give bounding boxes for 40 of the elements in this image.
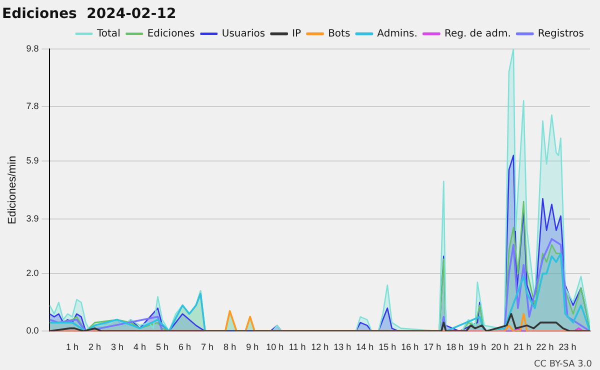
x-tick-label: 1 h	[66, 342, 78, 352]
legend-label: Total	[96, 28, 120, 40]
x-tick-label: 15 h	[378, 342, 396, 352]
x-tick-label: 11 h	[288, 342, 306, 352]
x-tick-label: 4 h	[134, 342, 146, 352]
y-tick-label: 3.9	[26, 213, 39, 224]
text: CC BY-SA 3.0	[534, 359, 592, 370]
x-tick-label: 3 h	[110, 342, 124, 352]
legend-label: IP	[292, 28, 302, 40]
x-tick-label: 21 h	[514, 342, 532, 352]
legend-label: Usuarios	[222, 28, 266, 40]
legend-label: Admins.	[377, 28, 418, 40]
y-axis-title: Ediciones/min	[6, 156, 19, 224]
x-tick-label: 22 h	[536, 342, 554, 352]
x-tick-label: 13 h	[334, 342, 352, 352]
legend-label: Registros	[538, 28, 584, 40]
x-tick-label: 23 h	[558, 342, 576, 352]
y-tick-label: 9.8	[26, 43, 39, 54]
x-tick-label: 9 h	[246, 342, 259, 352]
y-tick-label: 0.0	[26, 326, 39, 336]
x-tick-label: 6 h	[178, 342, 192, 352]
x-tick-label: 10 h	[266, 342, 284, 352]
legend-label: Reg. de adm.	[444, 28, 511, 40]
x-tick-label: 12 h	[311, 342, 329, 352]
legend-label: Bots	[328, 28, 350, 40]
chart-title: Ediciones 2024-02-12	[2, 6, 176, 22]
y-tick-label: 7.8	[26, 100, 39, 111]
x-tick-label: 14 h	[356, 342, 374, 352]
x-tick-label: 2 h	[88, 342, 101, 352]
x-tick-label: 5 h	[156, 342, 169, 352]
x-tick-label: 16 h	[401, 342, 419, 352]
x-tick-label: 17 h	[424, 342, 442, 352]
x-tick-label: 8 h	[224, 342, 236, 352]
x-tick-label: 7 h	[201, 342, 214, 352]
legend-label: Ediciones	[147, 28, 195, 40]
y-tick-label: 2.0	[26, 268, 39, 278]
x-tick-label: 20 h	[491, 342, 509, 352]
x-tick-label: 18 h	[446, 342, 464, 352]
x-tick-label: 19 h	[468, 342, 486, 352]
y-tick-label: 5.9	[26, 156, 39, 166]
